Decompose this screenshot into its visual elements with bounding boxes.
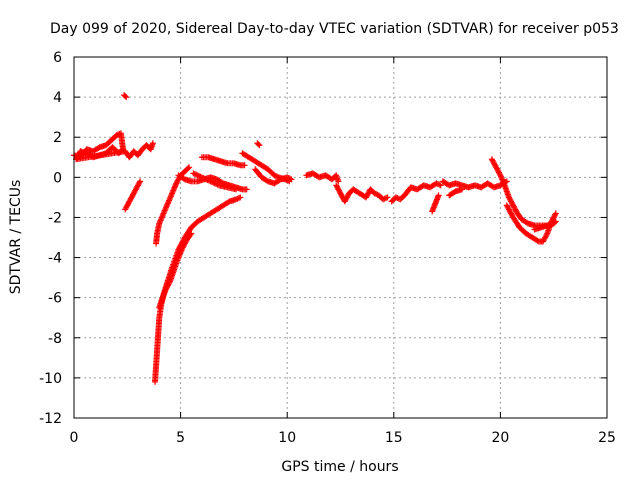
data-marks	[71, 92, 559, 385]
plot-frame	[73, 56, 608, 419]
data-point	[496, 170, 503, 177]
data-point	[384, 194, 391, 201]
data-point	[543, 231, 550, 238]
series-arc-3	[122, 178, 144, 213]
x-tick-label: 5	[176, 430, 185, 446]
data-point	[123, 94, 130, 101]
data-point	[136, 179, 143, 186]
data-point	[552, 211, 559, 218]
y-tick-label: -6	[48, 291, 62, 307]
data-point	[435, 192, 442, 199]
data-point	[459, 186, 466, 193]
data-point	[233, 186, 240, 193]
grid-lines	[74, 57, 607, 418]
series-arc-15	[388, 180, 444, 205]
data-point	[137, 178, 144, 185]
data-point	[534, 237, 541, 244]
data-point	[149, 140, 156, 147]
data-point	[552, 218, 559, 225]
series-arc-16	[429, 192, 442, 215]
data-point	[256, 142, 263, 149]
series-arc-8	[198, 154, 248, 169]
series-arc-21	[531, 218, 559, 233]
data-point	[551, 219, 558, 226]
y-tick-label: -12	[39, 411, 62, 427]
data-point	[122, 93, 129, 100]
data-point	[255, 141, 262, 148]
y-tick-label: 2	[53, 130, 62, 146]
data-point	[552, 210, 559, 217]
y-axis-label: SDTVAR / TECUs	[8, 180, 24, 295]
data-point	[288, 176, 295, 183]
series-arc-5	[153, 164, 193, 247]
data-point	[437, 182, 444, 189]
x-tick-label: 10	[278, 430, 296, 446]
y-tick-label: -2	[48, 210, 62, 226]
x-tick-label: 0	[70, 430, 79, 446]
y-tick-label: 0	[53, 170, 62, 186]
y-tick-label: -4	[48, 251, 62, 267]
y-tick-label: -10	[39, 371, 62, 387]
series-arc-6	[156, 194, 244, 311]
series-arc-17	[439, 178, 510, 191]
data-point	[243, 186, 250, 193]
series-arc-9	[190, 170, 240, 193]
series-arc-12	[252, 166, 295, 187]
data-point	[241, 162, 248, 169]
series-arc-11	[254, 140, 263, 149]
data-point	[237, 194, 244, 201]
data-point	[185, 165, 192, 172]
series-arc-13	[303, 170, 342, 185]
series-arc-18	[446, 186, 466, 199]
x-tick-label: 25	[598, 430, 616, 446]
x-tick-label: 20	[491, 430, 509, 446]
series-arc-1	[71, 130, 156, 163]
y-tick-label: 4	[53, 90, 62, 106]
y-tick-label: -8	[48, 331, 62, 347]
x-tick-labels: 0 5 10 15 20 25	[70, 430, 616, 446]
data-point	[335, 178, 342, 185]
y-tick-label: 6	[53, 50, 62, 66]
x-tick-label: 15	[385, 430, 403, 446]
series-arc-2	[121, 92, 130, 101]
series-arc-14	[333, 182, 391, 205]
data-point	[186, 164, 193, 171]
y-tick-labels: -12 -10 -8 -6 -4 -2 0 2 4 6	[39, 50, 62, 427]
x-axis-label: GPS time / hours	[281, 459, 398, 475]
chart-title: Day 099 of 2020, Sidereal Day-to-day VTE…	[50, 21, 619, 37]
